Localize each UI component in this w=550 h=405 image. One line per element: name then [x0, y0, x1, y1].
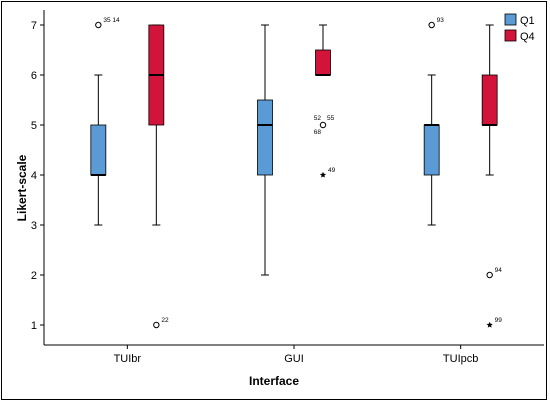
box-q4-tuipcb: 94 99	[481, 24, 503, 328]
outlier-marker	[319, 121, 327, 129]
box-q1-tuipcb: 93	[423, 17, 445, 226]
outlier-label: 99	[495, 317, 503, 324]
chart-frame: 1 2 3 4 5 6 7 TUIbr GUI TUIpcb 35 14 93 22 52 55 68 49 94…	[1, 1, 547, 400]
outlier-label: 49	[328, 167, 336, 174]
box-q4-tuibr: 22	[148, 24, 169, 329]
y-tick-label: 2	[31, 270, 37, 282]
y-tick-label: 1	[31, 320, 37, 332]
outlier-label: 68	[314, 129, 322, 136]
x-tick-label-gui: GUI	[284, 353, 304, 365]
box-body	[315, 49, 331, 76]
box-q1-gui	[257, 24, 273, 276]
box-body	[481, 74, 498, 126]
x-tick-label-tuipcb: TUIpcb	[443, 353, 478, 365]
box-q4-gui: 52 55 68 49	[314, 24, 336, 178]
box-body	[423, 124, 440, 176]
y-axis-title: Likert-scale	[15, 154, 29, 221]
outlier-label: 93	[437, 17, 445, 24]
extreme-outlier-marker	[486, 321, 493, 328]
outlier-label: 52	[314, 115, 322, 122]
outlier-label: 94	[495, 267, 503, 274]
y-tick-label: 4	[31, 170, 37, 182]
plot-area: 1 2 3 4 5 6 7 TUIbr GUI TUIpcb 35 14 93 22 52 55 68 49 94…	[31, 10, 544, 365]
outlier-marker	[153, 321, 160, 329]
legend-swatch-q1	[504, 13, 517, 26]
legend-swatch-q4	[504, 29, 517, 42]
x-axis-title: Interface	[249, 374, 299, 388]
outlier-label: 55	[327, 115, 335, 122]
outlier-marker	[428, 21, 435, 29]
y-tick-label: 6	[31, 70, 37, 82]
legend-label-q1: Q1	[520, 15, 535, 27]
y-tick-label: 5	[31, 120, 37, 132]
extreme-outlier-marker	[319, 171, 327, 178]
y-tick-label: 3	[31, 220, 37, 232]
legend-label-q4: Q4	[520, 31, 535, 43]
outlier-marker	[95, 21, 102, 29]
box-body	[90, 124, 107, 176]
outlier-label: 22	[161, 317, 169, 324]
x-tick-label-tuibr: TUIbr	[114, 353, 142, 365]
box-q1-tuibr: 35 14	[90, 17, 120, 226]
box-body	[257, 99, 273, 176]
y-tick-label: 7	[31, 20, 37, 32]
outlier-marker	[486, 271, 493, 279]
outlier-label: 35 14	[103, 17, 120, 24]
